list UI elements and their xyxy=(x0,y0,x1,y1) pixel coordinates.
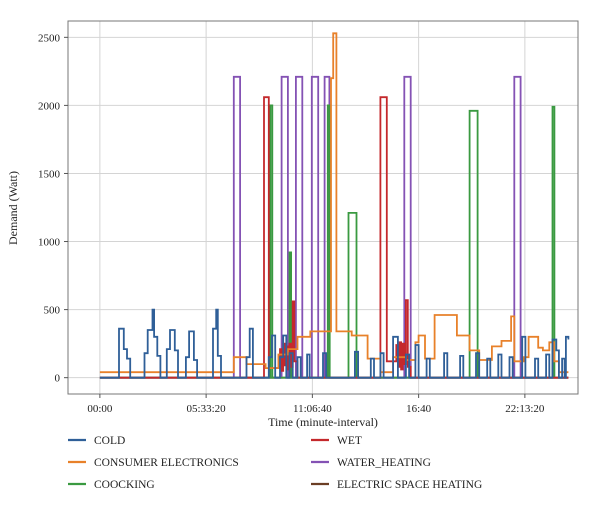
legend: COLD CONSUMER ELECTRONICS COOCKING WET WATER… xyxy=(68,435,482,491)
plot-area xyxy=(68,21,578,394)
series-line-wet xyxy=(99,96,569,379)
y-tick-label: 2500 xyxy=(38,32,61,44)
series-line-cold xyxy=(99,308,570,379)
plot-frame xyxy=(67,20,579,395)
y-tick-label: 1000 xyxy=(38,237,61,249)
x-tick-label: 11:06:40 xyxy=(293,403,332,415)
legend-label: WATER_HEATING xyxy=(337,457,431,469)
y-tick-label: 0 xyxy=(55,373,61,385)
y-tick-label: 2000 xyxy=(38,100,61,112)
legend-label: CONSUMER ELECTRONICS xyxy=(94,457,239,469)
x-tick-label: 00:00 xyxy=(87,403,113,415)
legend-label: COOCKING xyxy=(94,479,155,491)
y-axis-label: Demand (Watt) xyxy=(6,171,20,245)
series-layer xyxy=(99,32,570,379)
y-ticks: 0 500 1000 1500 2000 2500 xyxy=(38,32,68,385)
legend-label: ELECTRIC SPACE HEATING xyxy=(337,479,482,491)
y-tick-label: 500 xyxy=(44,305,61,317)
legend-label: WET xyxy=(337,435,362,447)
x-tick-label: 16:40 xyxy=(406,403,432,415)
legend-label: COLD xyxy=(94,435,125,447)
x-tick-label: 22:13:20 xyxy=(505,403,545,415)
y-tick-label: 1500 xyxy=(38,168,61,180)
x-axis-label: Time (minute-interval) xyxy=(268,415,378,429)
x-tick-label: 05:33:20 xyxy=(187,403,227,415)
x-ticks: 00:00 05:33:20 11:06:40 16:40 22:13:20 xyxy=(87,394,545,415)
series-line-consumer-electronics xyxy=(99,32,569,374)
